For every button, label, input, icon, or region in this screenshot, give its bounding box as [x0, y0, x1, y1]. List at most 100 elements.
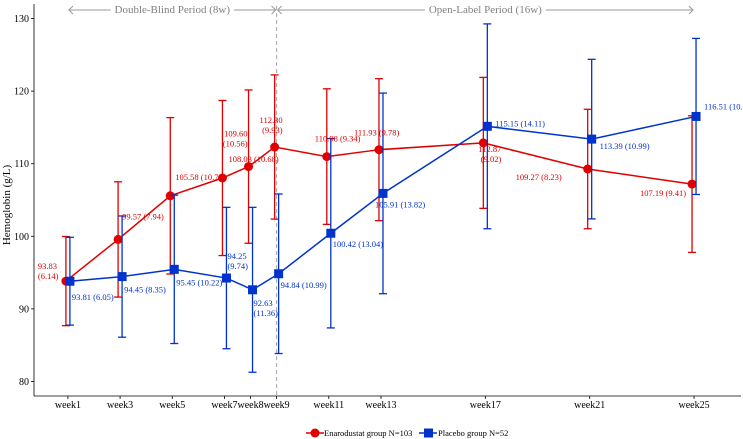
period-arrowhead-left — [276, 5, 282, 15]
placebo-point — [482, 121, 492, 131]
enarodustat-data-label-line: 108.03 (10.68) — [228, 154, 278, 164]
y-tick-label: 120 — [14, 87, 29, 98]
placebo-point — [587, 134, 597, 144]
placebo-data-label-line: 105.91 (13.82) — [375, 199, 425, 209]
enarodustat-point — [687, 179, 697, 189]
enarodustat-point — [165, 191, 175, 201]
enarodustat-data-label-line: 109.27 (8.23) — [516, 172, 562, 182]
placebo-data-label: 94.25 (9.74) — [227, 251, 248, 271]
placebo-data-label-line: 94.45 (8.35) — [124, 285, 166, 295]
legend-placebo-marker — [424, 428, 433, 438]
placebo-point — [65, 276, 75, 286]
placebo-point — [274, 269, 284, 279]
legend: Enarodustat group N=103 Placebo group N=… — [306, 428, 508, 438]
enarodustat-data-label-line: 99.57 (7.94) — [122, 211, 164, 221]
x-tick-label: week17 — [470, 400, 501, 411]
x-tick-label: week11 — [313, 400, 344, 411]
enarodustat-data-label: 110.98 (9.34) — [315, 134, 361, 144]
enarodustat-data-label: 93.83 (6.14) — [38, 261, 59, 281]
enarodustat-data-label-line: 110.98 (9.34) — [315, 134, 361, 144]
placebo-data-label: 94.84 (10.99) — [281, 280, 327, 290]
placebo-point — [691, 111, 701, 121]
enarodustat-point — [217, 173, 227, 183]
y-tick-label: 110 — [14, 159, 29, 170]
placebo-data-label-line: 115.15 (14.11) — [495, 118, 545, 128]
placebo-data-label: 113.39 (10.99) — [600, 141, 650, 151]
enarodustat-data-label-line: 107.19 (9.41) — [640, 188, 686, 198]
enarodustat-data-label: 107.19 (9.41) — [640, 188, 686, 198]
enarodustat-point — [113, 234, 123, 244]
placebo-data-label-line: 94.84 (10.99) — [281, 280, 327, 290]
enarodustat-data-label: 111.93 (9.78) — [354, 128, 400, 138]
y-tick-label: 90 — [19, 304, 29, 315]
placebo-data-label-line: (11.36) — [254, 308, 279, 318]
placebo-data-label: 92.63 (11.36) — [254, 298, 279, 318]
x-tick-label: week21 — [574, 400, 605, 411]
placebo-data-label-line: 93.81 (6.05) — [72, 292, 114, 302]
enarodustat-data-label: 112.30 (9.93) — [260, 115, 283, 135]
placebo-data-label-line: 94.25 — [227, 251, 246, 261]
x-tick-labels: week1 week3 week5 week7 week8 week9 week11 week… — [55, 396, 710, 411]
placebo-data-label: 93.81 (6.05) — [72, 292, 114, 302]
enarodustat-point — [322, 152, 332, 162]
period-label-double-blind: Double-Blind Period (8w) — [115, 4, 231, 16]
x-tick-label: week7 — [211, 400, 237, 411]
placebo-point — [169, 264, 179, 274]
y-tick-label: 130 — [14, 14, 29, 25]
x-tick-label: week8 — [237, 400, 263, 411]
enarodustat-data-label: 109.60 (10.56) — [223, 129, 248, 149]
placebo-data-label-line: 113.39 (10.99) — [600, 141, 650, 151]
enarodustat-data-label-line: (9.93) — [262, 125, 283, 135]
enarodustat-data-label: 112.87 (9.02) — [478, 144, 501, 164]
placebo-point — [326, 228, 336, 238]
enarodustat-data-label-line: 111.93 (9.78) — [354, 128, 400, 138]
enarodustat-point — [583, 164, 593, 174]
series-layer — [61, 23, 701, 373]
enarodustat-data-label-line: 112.30 — [260, 115, 283, 125]
period-label-open-label: Open-Label Period (16w) — [429, 4, 542, 16]
period-arrowhead-left — [68, 5, 74, 15]
enarodustat-data-label: 105.58 (10.77) — [175, 172, 225, 182]
legend-placebo-label: Placebo group N=52 — [438, 428, 508, 438]
enarodustat-point — [478, 138, 488, 148]
y-tick-label: 100 — [14, 232, 29, 243]
period-annotations: Double-Blind Period (8w) Open-Label Peri… — [68, 4, 694, 16]
placebo-data-label-line: 100.42 (13.04) — [333, 239, 383, 249]
enarodustat-data-label-line: 93.83 — [38, 261, 57, 271]
x-tick-label: week5 — [159, 400, 185, 411]
placebo-data-label: 100.42 (13.04) — [333, 239, 383, 249]
enarodustat-point — [374, 145, 384, 155]
y-tick-label: 80 — [19, 377, 29, 388]
axes: 80 90 100 110 120 130 — [14, 4, 741, 397]
placebo-point — [248, 285, 258, 295]
enarodustat-data-label-line: 112.87 — [478, 144, 501, 154]
placebo-data-label-line: (9.74) — [227, 261, 248, 271]
placebo-point — [221, 273, 231, 283]
placebo-data-label-line: 116.51 (10.75) — [704, 101, 743, 111]
x-tick-label: week3 — [107, 400, 133, 411]
enarodustat-data-label: 99.57 (7.94) — [122, 211, 164, 221]
enarodustat-data-label-line: 105.58 (10.77) — [175, 172, 225, 182]
placebo-data-label: 115.15 (14.11) — [495, 118, 545, 128]
enarodustat-data-label: 108.03 (10.68) — [228, 154, 278, 164]
enarodustat-data-label-line: 109.60 — [224, 129, 247, 139]
placebo-point — [378, 188, 388, 198]
period-arrowhead-right — [688, 5, 694, 15]
x-tick-label: week9 — [264, 400, 290, 411]
y-axis-title: Hemoglobin (g/L) — [1, 164, 13, 245]
placebo-data-label: 94.45 (8.35) — [124, 285, 166, 295]
x-tick-label: week13 — [365, 400, 396, 411]
placebo-data-label-line: 92.63 — [254, 298, 273, 308]
x-tick-label: week25 — [678, 400, 709, 411]
placebo-data-label-line: 95.45 (10.22) — [176, 277, 222, 287]
enarodustat-data-label-line: (9.02) — [481, 154, 502, 164]
placebo-point — [117, 272, 127, 282]
enarodustat-data-label-line: (6.14) — [38, 271, 59, 281]
legend-enarodustat-label: Enarodustat group N=103 — [324, 428, 412, 438]
period-arrowhead-right — [271, 5, 277, 15]
enarodustat-data-label: 109.27 (8.23) — [516, 172, 562, 182]
placebo-data-label: 95.45 (10.22) — [176, 277, 222, 287]
x-tick-label: week1 — [55, 400, 81, 411]
data-labels: 93.83 (6.14) 99.57 (7.94) 105.58 (10.77)108… — [38, 101, 743, 317]
